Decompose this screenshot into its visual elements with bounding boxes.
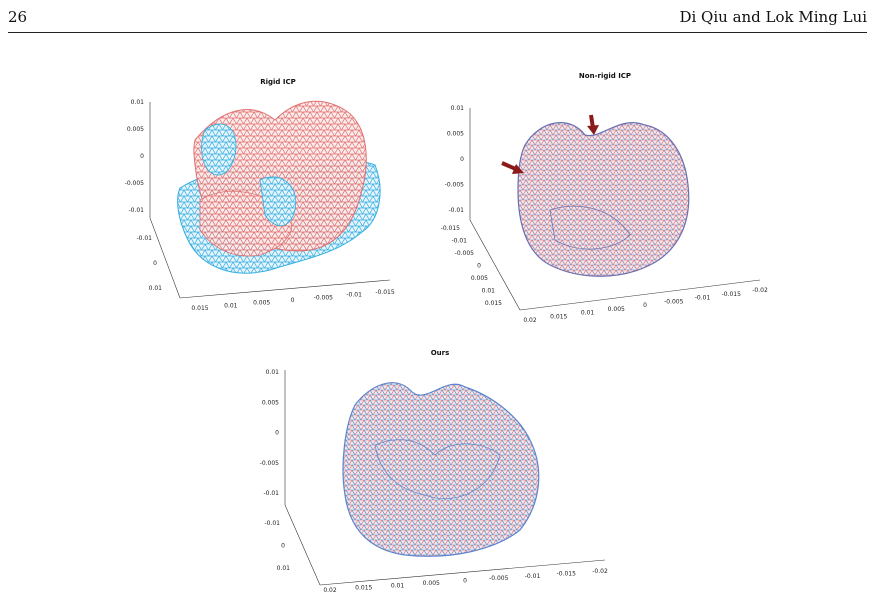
mesh-plot: 0.01 0.005 0 -0.005 -0.01 -0.01 0 0.01 0.015 0.… (125, 99, 395, 312)
panel-title: Rigid ICP (260, 78, 296, 86)
header-rule (8, 32, 867, 33)
axes (469, 108, 761, 311)
x-ticks-label: 0.02 (523, 317, 537, 324)
x-ticks-label: -0.005 (314, 294, 334, 301)
mesh-blue-front (201, 123, 297, 227)
z-ticks-label: -0.005 (125, 180, 145, 187)
axes (284, 370, 606, 586)
z-ticks-label: -0.01 (448, 207, 464, 214)
running-head: Di Qiu and Lok Ming Lui (679, 8, 867, 26)
x-ticks-label: 0.015 (550, 313, 567, 320)
y-ticks-label: -0.01 (136, 235, 152, 242)
figure-panel-rigid-icp: Rigid ICP 0.01 0.005 0 -0. (100, 70, 420, 320)
y-ticks-label: 0.015 (485, 300, 502, 307)
x-ticks-label: -0.02 (592, 568, 608, 575)
arrow-left-icon (501, 161, 524, 174)
page-header: 26 Di Qiu and Lok Ming Lui (8, 0, 867, 34)
y-ticks-label: 0.01 (482, 288, 496, 295)
x-ticks-label: 0.01 (581, 310, 595, 317)
x-ticks-label: -0.005 (489, 575, 509, 582)
z-ticks-label: 0 (275, 430, 279, 437)
z-ticks-label: 0.005 (262, 399, 279, 406)
arrow-down-icon (587, 114, 599, 135)
y-ticks-label: 0.01 (277, 565, 291, 572)
y-ticks-label: -0.015 (441, 225, 461, 232)
z-ticks-label: -0.01 (263, 490, 279, 497)
x-ticks-label: 0.005 (253, 300, 270, 307)
z-ticks-label: -0.005 (260, 460, 280, 467)
mesh-red (193, 100, 367, 257)
z-ticks-label: -0.01 (128, 207, 144, 214)
x-ticks-label: -0.01 (695, 295, 711, 302)
z-ticks-label: 0.005 (447, 131, 464, 138)
y-ticks-label: 0.005 (471, 275, 488, 282)
z-ticks-label: 0.01 (266, 369, 280, 376)
y-ticks-label: -0.01 (451, 238, 467, 245)
axes (149, 102, 391, 299)
x-ticks-label: 0 (463, 578, 467, 585)
x-ticks-label: -0.015 (722, 291, 742, 298)
x-ticks-label: -0.015 (375, 289, 395, 296)
x-ticks-label: 0.015 (355, 585, 372, 592)
mesh-overlay (517, 122, 690, 277)
z-ticks-label: -0.005 (445, 182, 465, 189)
x-ticks-label: -0.005 (664, 298, 684, 305)
y-ticks-label: -0.005 (455, 250, 475, 257)
mesh-plot: 0.01 0.005 0 -0.005 -0.01 -0.01 0 0.01 0.02 0.0… (260, 369, 608, 594)
x-ticks-label: -0.01 (346, 292, 362, 299)
x-ticks-label: 0 (291, 297, 295, 304)
page-number: 26 (8, 8, 28, 26)
x-ticks-label: -0.015 (557, 570, 577, 577)
z-ticks-label: 0.01 (451, 105, 465, 112)
x-ticks-label: 0.005 (423, 580, 440, 587)
x-ticks-label: 0.005 (608, 306, 625, 313)
x-ticks-label: 0.015 (191, 305, 208, 312)
y-ticks-label: 0 (281, 543, 285, 550)
figure-panel-ours: Ours 0.01 0.005 0 -0.005 -0.01 -0.01 0 0.01 0.… (250, 345, 620, 595)
mesh-overlay (342, 382, 540, 557)
x-ticks-label: 0.01 (391, 582, 405, 589)
y-ticks-label: 0.01 (149, 285, 163, 292)
x-ticks-label: -0.01 (525, 573, 541, 580)
panel-title: Ours (430, 349, 450, 357)
panel-title: Non-rigid ICP (578, 72, 632, 80)
y-ticks-label: 0 (153, 260, 157, 267)
x-ticks-label: 0.02 (323, 587, 337, 594)
y-ticks-label: -0.01 (264, 520, 280, 527)
z-ticks-label: 0 (460, 156, 464, 163)
y-ticks-label: 0 (477, 263, 481, 270)
z-ticks-label: 0.005 (127, 126, 144, 133)
z-ticks-label: 0 (140, 153, 144, 160)
x-ticks-label: 0 (643, 302, 647, 309)
z-ticks-label: 0.01 (131, 99, 145, 106)
x-ticks-label: -0.02 (752, 287, 768, 294)
x-ticks-label: 0.01 (224, 302, 238, 309)
figure-panel-non-rigid-icp: Non-rigid ICP 0.01 0.005 0 -0.005 -0.01 (430, 70, 790, 330)
